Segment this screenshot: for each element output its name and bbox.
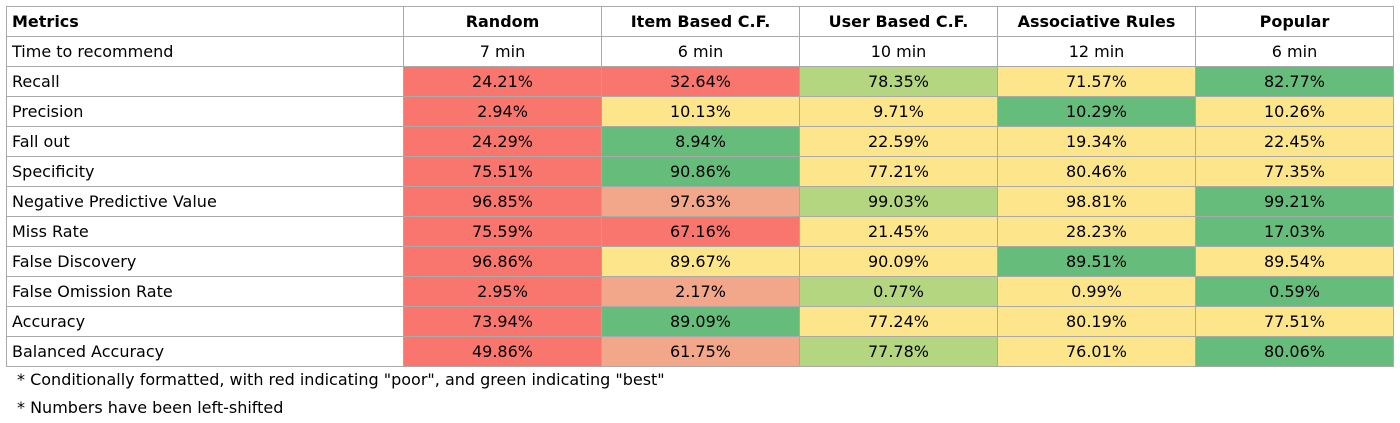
time-cell: 6 min [1195,36,1394,67]
value-cell: 89.09% [601,306,800,337]
value-cell: 10.29% [997,96,1196,127]
value-cell: 98.81% [997,186,1196,217]
value-cell: 77.21% [799,156,998,187]
column-header-random: Random [403,6,602,37]
value-cell: 0.77% [799,276,998,307]
value-cell: 80.19% [997,306,1196,337]
value-cell: 99.21% [1195,186,1394,217]
footnote-left-shifted: * Numbers have been left-shifted [17,398,284,417]
value-cell: 77.78% [799,336,998,367]
value-cell: 2.17% [601,276,800,307]
value-cell: 90.86% [601,156,800,187]
metrics-table: Metrics Random Item Based C.F. User Base… [6,6,1394,367]
column-header-associative-rules: Associative Rules [997,6,1196,37]
time-row: Time to recommend 7 min 6 min 10 min 12 … [6,36,1394,67]
value-cell: 2.94% [403,96,602,127]
value-cell: 8.94% [601,126,800,157]
column-header-item-based: Item Based C.F. [601,6,800,37]
header-row: Metrics Random Item Based C.F. User Base… [6,6,1394,37]
time-cell: 12 min [997,36,1196,67]
value-cell: 89.51% [997,246,1196,277]
value-cell: 0.99% [997,276,1196,307]
row-label: Time to recommend [6,36,404,67]
value-cell: 76.01% [997,336,1196,367]
value-cell: 97.63% [601,186,800,217]
value-cell: 99.03% [799,186,998,217]
row-label: Miss Rate [6,216,404,247]
table-row: Accuracy 73.94% 89.09% 77.24% 80.19% 77.51% [6,306,1394,337]
table-row: Specificity 75.51% 90.86% 77.21% 80.46% 77.35… [6,156,1394,187]
column-header-user-based: User Based C.F. [799,6,998,37]
footnote-conditional-formatting: * Conditionally formatted, with red indi… [17,370,665,389]
value-cell: 75.51% [403,156,602,187]
row-label: Specificity [6,156,404,187]
table-row: Balanced Accuracy 49.86% 61.75% 77.78% 76.01… [6,336,1394,367]
value-cell: 2.95% [403,276,602,307]
row-label: Balanced Accuracy [6,336,404,367]
column-header-popular: Popular [1195,6,1394,37]
value-cell: 32.64% [601,66,800,97]
table-row: False Discovery 96.86% 89.67% 90.09% 89.51% 8… [6,246,1394,277]
table-row: Miss Rate 75.59% 67.16% 21.45% 28.23% 17.03% [6,216,1394,247]
value-cell: 89.67% [601,246,800,277]
value-cell: 80.46% [997,156,1196,187]
value-cell: 22.45% [1195,126,1394,157]
value-cell: 17.03% [1195,216,1394,247]
table-row: Precision 2.94% 10.13% 9.71% 10.29% 10.26% [6,96,1394,127]
value-cell: 24.21% [403,66,602,97]
value-cell: 96.86% [403,246,602,277]
value-cell: 9.71% [799,96,998,127]
time-cell: 7 min [403,36,602,67]
value-cell: 82.77% [1195,66,1394,97]
table-row: Fall out 24.29% 8.94% 22.59% 19.34% 22.45% [6,126,1394,157]
value-cell: 49.86% [403,336,602,367]
value-cell: 10.26% [1195,96,1394,127]
value-cell: 89.54% [1195,246,1394,277]
time-cell: 6 min [601,36,800,67]
metrics-table-container: Metrics Random Item Based C.F. User Base… [6,6,1394,367]
row-label: Accuracy [6,306,404,337]
value-cell: 96.85% [403,186,602,217]
value-cell: 77.51% [1195,306,1394,337]
value-cell: 90.09% [799,246,998,277]
value-cell: 28.23% [997,216,1196,247]
row-label: Fall out [6,126,404,157]
value-cell: 80.06% [1195,336,1394,367]
value-cell: 61.75% [601,336,800,367]
row-label: Negative Predictive Value [6,186,404,217]
value-cell: 0.59% [1195,276,1394,307]
column-header-metrics: Metrics [6,6,404,37]
table-row: Negative Predictive Value 96.85% 97.63% 99.… [6,186,1394,217]
time-cell: 10 min [799,36,998,67]
row-label: Recall [6,66,404,97]
row-label: False Discovery [6,246,404,277]
value-cell: 10.13% [601,96,800,127]
value-cell: 78.35% [799,66,998,97]
value-cell: 24.29% [403,126,602,157]
value-cell: 73.94% [403,306,602,337]
row-label: False Omission Rate [6,276,404,307]
table-row: False Omission Rate 2.95% 2.17% 0.77% 0.99% 0… [6,276,1394,307]
value-cell: 19.34% [997,126,1196,157]
value-cell: 77.24% [799,306,998,337]
table-row: Recall 24.21% 32.64% 78.35% 71.57% 82.77% [6,66,1394,97]
value-cell: 75.59% [403,216,602,247]
value-cell: 77.35% [1195,156,1394,187]
value-cell: 21.45% [799,216,998,247]
value-cell: 22.59% [799,126,998,157]
value-cell: 71.57% [997,66,1196,97]
value-cell: 67.16% [601,216,800,247]
row-label: Precision [6,96,404,127]
